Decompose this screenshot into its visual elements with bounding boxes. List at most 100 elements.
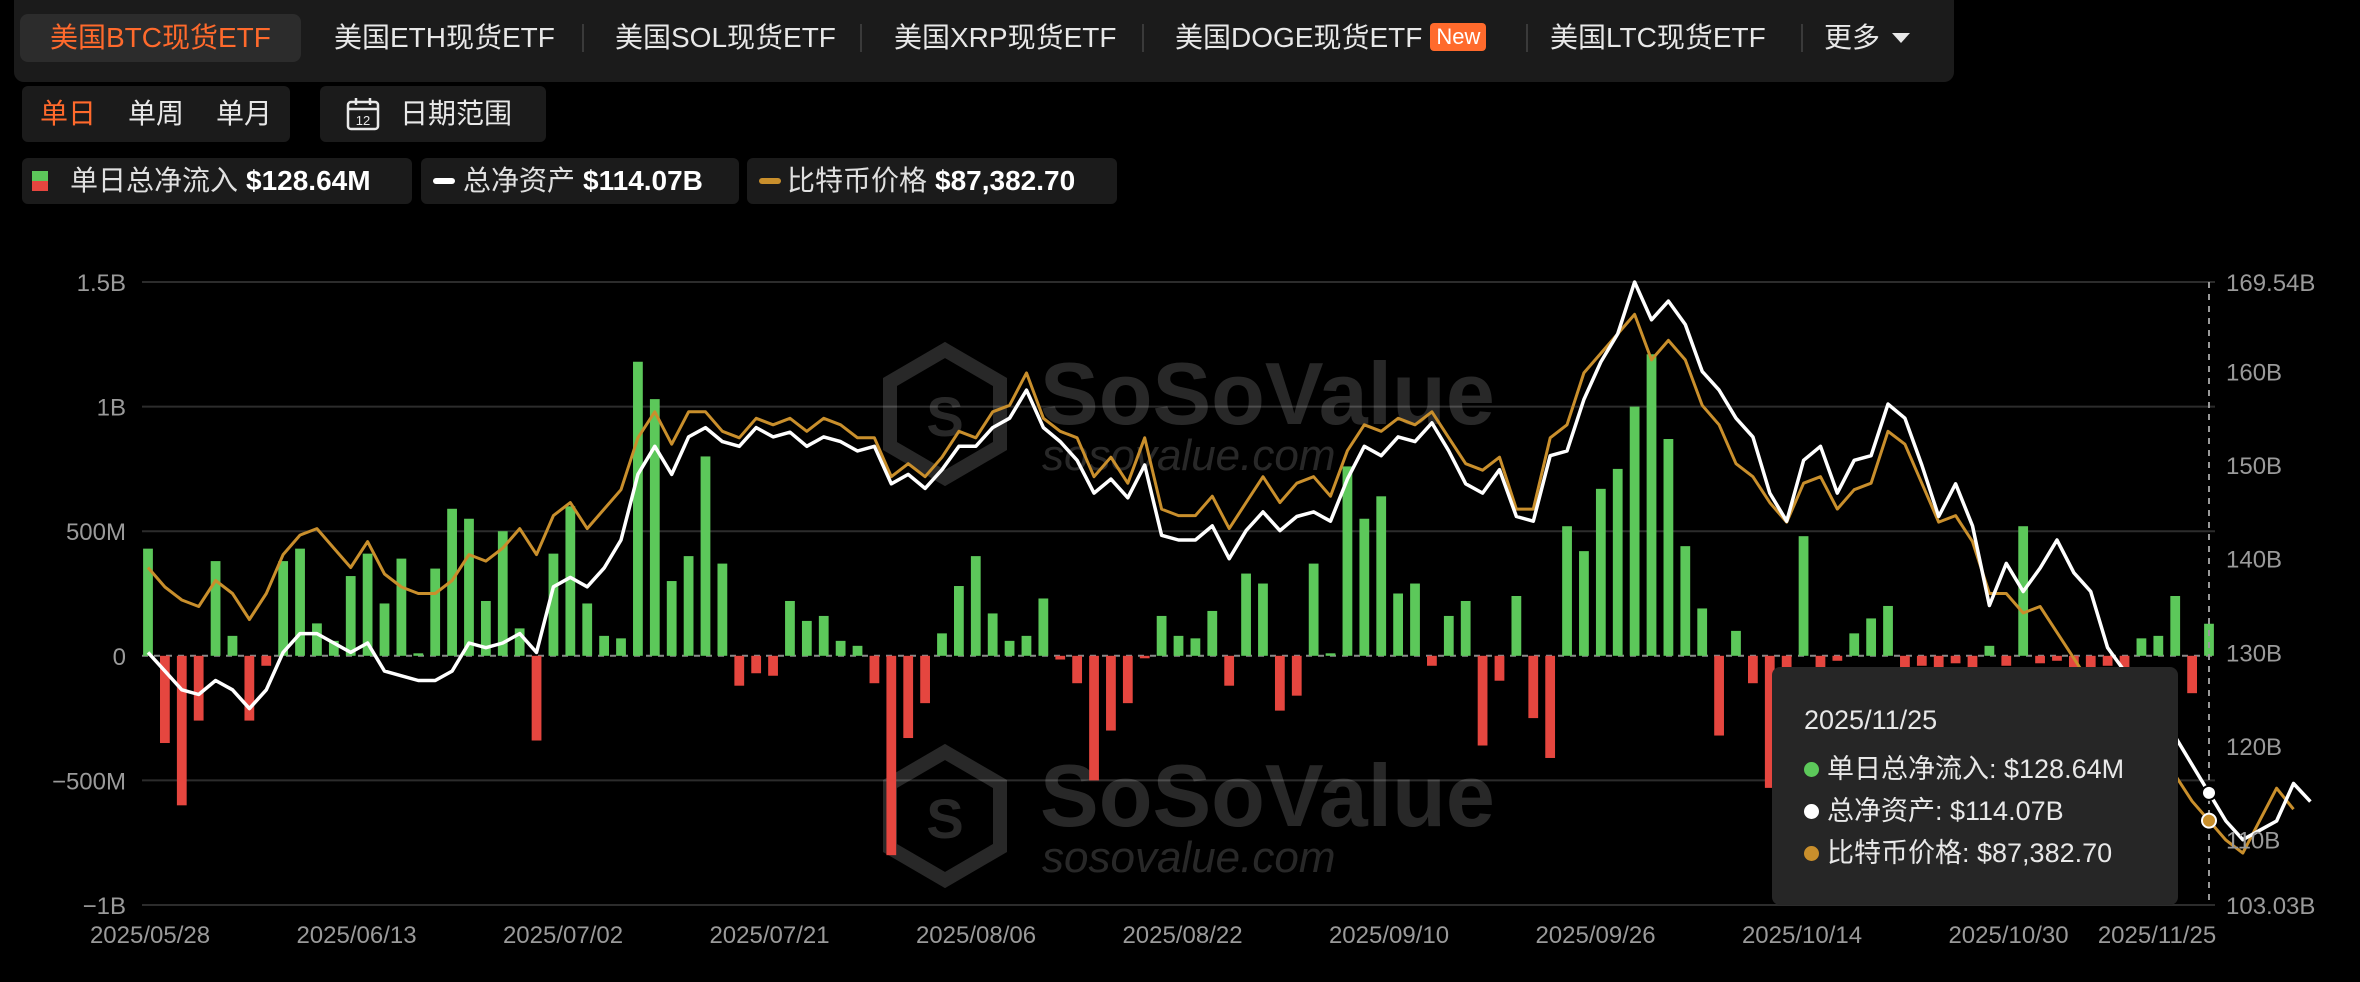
inflow-bar: [751, 655, 762, 674]
period-monthly[interactable]: 单月: [216, 98, 273, 129]
inflow-bar: [886, 655, 897, 856]
inflow-bar: [531, 655, 542, 741]
inflow-bar: [396, 558, 407, 656]
inflow-bar: [278, 561, 289, 656]
tab-ltc-spot-etf[interactable]: 美国LTC现货ETF: [1550, 22, 1766, 53]
more-tabs-dropdown[interactable]: 更多: [1824, 14, 1911, 62]
tab-divider: [1801, 24, 1803, 52]
price-hover-dot: [2201, 812, 2217, 829]
tooltip-inflow: 单日总净流入: $128.64M: [1827, 754, 2125, 784]
inflow-bar: [295, 548, 305, 656]
y-right-tick-label: 140B: [2226, 547, 2282, 574]
legend-price-label: 比特币价格: [787, 165, 928, 196]
series-lines: [146, 280, 2312, 855]
inflow-bar: [1190, 638, 1201, 656]
inflow-bar: [1021, 635, 1032, 656]
tab-doge-spot-etf[interactable]: 美国DOGE现货ETF New: [1175, 14, 1487, 62]
inflow-bar: [1950, 655, 1961, 664]
inflow-bar: [937, 633, 947, 656]
more-label: 更多: [1824, 22, 1881, 53]
inflow-bar: [1122, 655, 1133, 704]
period-weekly[interactable]: 单周: [128, 98, 185, 129]
legend-assets[interactable]: 总净资产 $114.07B: [421, 158, 739, 204]
inflow-bar: [1579, 551, 1589, 656]
legend-price-text: 比特币价格 $87,382.70: [787, 158, 1075, 204]
inflow-bar: [193, 655, 204, 721]
svg-text:S: S: [926, 385, 963, 448]
caret-down-icon: [1892, 33, 1911, 43]
inflow-bar: [734, 655, 745, 686]
period-selector: 单日 单周 单月: [22, 86, 290, 142]
inflow-bar: [768, 655, 778, 676]
white-dot-icon: [1804, 804, 1819, 819]
inflow-bar: [835, 640, 846, 656]
inflow-bar: [1393, 593, 1404, 656]
y-left-tick-label: 0: [113, 644, 126, 671]
inflow-bars: [143, 354, 2214, 856]
inflow-bar: [801, 620, 812, 656]
inflow-bar: [312, 623, 322, 656]
inflow-bar: [1325, 653, 1336, 656]
tab-sol-spot-etf[interactable]: 美国SOL现货ETF: [615, 22, 836, 53]
inflow-bar: [1274, 655, 1285, 711]
inflow-bar: [1511, 595, 1522, 656]
inflow-bar: [244, 655, 255, 721]
hover-markers: [2201, 282, 2217, 905]
inflow-bar: [1207, 610, 1218, 656]
price-line-swatch-icon: [759, 178, 781, 184]
x-tick-label: 2025/07/21: [709, 922, 829, 949]
x-tick-label: 2025/07/02: [503, 922, 623, 949]
watermark-logo-icon: S: [883, 341, 1007, 487]
inflow-bar: [700, 456, 711, 656]
inflow-bar: [328, 640, 339, 656]
inflow-bar: [1173, 635, 1184, 656]
x-tick-label: 2025/06/13: [296, 922, 416, 949]
x-tick-label: 2025/10/30: [1948, 922, 2068, 949]
inflow-bar: [413, 653, 424, 656]
inflow-bar: [1849, 633, 1860, 656]
x-tick-label: 2025/11/25: [2098, 922, 2216, 949]
inflow-bar: [1139, 655, 1150, 659]
tab-xrp-spot-etf[interactable]: 美国XRP现货ETF: [894, 22, 1117, 53]
hover-tooltip: 2025/11/25 单日总净流入: $128.64M 总净资产: $114.0…: [1772, 667, 2178, 905]
tab-eth-spot-etf[interactable]: 美国ETH现货ETF: [334, 22, 555, 53]
y-left-tick-label: 1B: [97, 395, 126, 422]
inflow-bar: [1241, 573, 1251, 656]
x-tick-label: 2025/09/10: [1329, 922, 1449, 949]
inflow-bar: [2204, 623, 2214, 656]
y-right-tick-label: 150B: [2226, 453, 2282, 480]
inflow-bar: [1443, 615, 1454, 656]
etf-tab-bar: 美国BTC现货ETF 美国ETH现货ETF 美国SOL现货ETF 美国XRP现货…: [14, 0, 1954, 82]
inflow-bar: [176, 655, 187, 806]
inflow-bar: [2153, 635, 2164, 656]
inflow-bar: [920, 655, 930, 704]
inflow-bar: [210, 561, 221, 656]
inflow-bar: [480, 600, 491, 656]
y-right-tick-label: 110B: [2226, 828, 2280, 855]
tab-btc-spot-etf[interactable]: 美国BTC现货ETF: [20, 14, 301, 62]
legend-price[interactable]: 比特币价格 $87,382.70: [747, 158, 1117, 204]
period-daily[interactable]: 单日: [40, 98, 97, 129]
inflow-bar: [582, 603, 593, 656]
inflow-bar: [1731, 630, 1741, 656]
tab-divider: [860, 24, 862, 52]
inflow-bar: [987, 613, 998, 656]
inflow-bar: [1883, 605, 1893, 656]
y-right-tick-label: 169.54B: [2226, 270, 2315, 297]
date-range-button[interactable]: 12 日期范围: [320, 86, 546, 142]
inflow-bar: [261, 655, 272, 666]
inflow-bar: [2136, 638, 2147, 656]
inflow-bar: [1967, 655, 1978, 669]
y-right-tick-label: 160B: [2226, 359, 2282, 386]
inflow-bar: [1832, 655, 1843, 661]
legend-assets-value: $114.07B: [583, 165, 703, 196]
legend-inflow[interactable]: 单日总净流入 $128.64M: [22, 158, 412, 204]
calendar-icon: 12: [346, 98, 380, 131]
inflow-bar: [1984, 645, 1995, 656]
new-badge: New: [1430, 23, 1487, 51]
inflow-bar: [1156, 615, 1167, 656]
inflow-bar: [2068, 655, 2079, 671]
legend-inflow-value: $128.64M: [246, 165, 371, 196]
green-dot-icon: [1804, 762, 1819, 777]
